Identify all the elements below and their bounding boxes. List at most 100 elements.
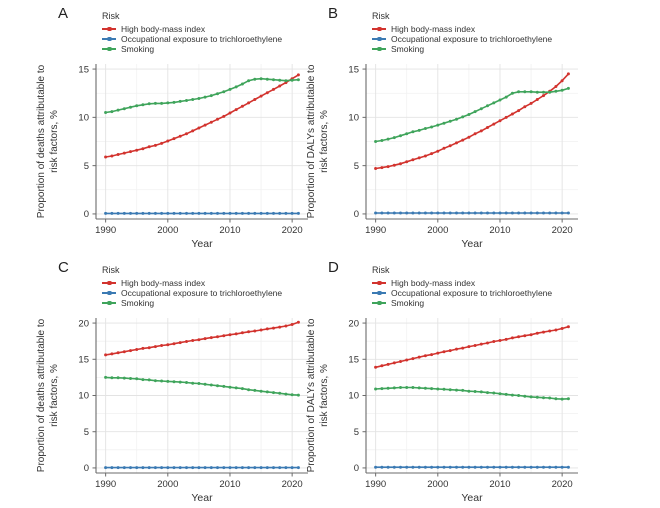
- data-point: [129, 105, 132, 109]
- data-point: [486, 465, 489, 469]
- data-point: [272, 211, 275, 215]
- data-point: [504, 465, 508, 469]
- data-point: [510, 465, 514, 469]
- series-line-red: [105, 74, 299, 158]
- data-point: [479, 465, 483, 469]
- y-tick-label: 15: [348, 64, 359, 75]
- data-point: [191, 466, 195, 470]
- legend-label: Occupational exposure to trichloroethyle…: [121, 288, 283, 298]
- data-point: [122, 466, 126, 470]
- y-tick-label: 5: [354, 427, 359, 438]
- data-point: [535, 98, 539, 101]
- data-point: [104, 466, 108, 470]
- data-point: [392, 361, 396, 365]
- data-point: [517, 465, 521, 469]
- x-tick-label: 2010: [489, 479, 510, 490]
- data-point: [203, 382, 207, 386]
- data-point: [166, 343, 170, 347]
- line-point-marker-green-icon: [372, 299, 386, 308]
- data-point: [110, 376, 114, 380]
- y-axis-title: Proportion of deaths attributable to: [36, 318, 47, 472]
- data-point: [405, 386, 409, 389]
- data-point: [278, 78, 282, 82]
- data-point: [448, 211, 452, 215]
- data-point: [116, 108, 120, 112]
- data-point: [566, 465, 570, 469]
- series-line-red: [375, 73, 569, 170]
- x-tick-label: 1990: [95, 479, 116, 490]
- data-point: [135, 466, 139, 470]
- data-point: [234, 108, 238, 112]
- data-point: [247, 79, 251, 83]
- data-point: [374, 211, 378, 215]
- data-point: [166, 211, 170, 215]
- data-point: [498, 465, 502, 469]
- data-point: [548, 465, 552, 469]
- data-point: [535, 211, 539, 215]
- y-tick-label: 0: [354, 209, 359, 220]
- line-point-marker-green-icon: [372, 45, 386, 54]
- x-tick-label: 2010: [219, 225, 240, 236]
- series-line-green: [105, 376, 299, 396]
- data-point: [554, 85, 558, 88]
- data-point: [278, 466, 282, 470]
- y-tick-label: 10: [348, 391, 359, 402]
- data-point: [122, 376, 126, 380]
- legend-label: High body-mass index: [391, 24, 476, 34]
- data-point: [560, 465, 564, 469]
- data-point: [504, 95, 508, 99]
- data-point: [566, 397, 570, 401]
- y-tick-label: 15: [78, 354, 89, 365]
- data-point: [498, 392, 502, 396]
- data-point: [492, 465, 496, 469]
- data-point: [122, 350, 126, 354]
- data-point: [272, 87, 275, 91]
- data-point: [455, 141, 458, 145]
- data-point: [116, 376, 120, 380]
- data-point: [498, 339, 502, 342]
- series-points-green: [374, 86, 570, 143]
- data-point: [455, 388, 458, 392]
- data-point: [380, 364, 384, 368]
- data-point: [554, 211, 558, 215]
- x-tick-label: 2020: [552, 225, 573, 236]
- data-point: [442, 121, 446, 125]
- x-tick-label: 2010: [489, 225, 510, 236]
- data-point: [548, 329, 552, 333]
- data-point: [234, 466, 238, 470]
- data-point: [411, 465, 415, 469]
- data-point: [284, 466, 288, 470]
- data-point: [141, 103, 145, 107]
- data-point: [566, 86, 570, 90]
- data-point: [259, 211, 263, 215]
- data-point: [259, 77, 263, 81]
- data-point: [423, 465, 427, 469]
- legend-entry-smoking: Smoking: [102, 44, 282, 54]
- line-point-marker-red-icon: [102, 25, 116, 34]
- data-point: [178, 466, 182, 470]
- y-tick-label: 20: [78, 318, 89, 329]
- data-point: [554, 89, 558, 93]
- data-point: [178, 134, 182, 138]
- data-point: [197, 211, 201, 215]
- data-point: [172, 342, 176, 346]
- data-point: [523, 211, 527, 215]
- data-point: [374, 387, 378, 391]
- x-tick-label: 2020: [282, 479, 303, 490]
- legend-entry-smoking: Smoking: [372, 44, 552, 54]
- data-point: [479, 211, 483, 215]
- data-point: [411, 211, 415, 215]
- legend-label: Occupational exposure to trichloroethyle…: [391, 288, 553, 298]
- data-point: [535, 90, 539, 94]
- legend-title: Risk: [372, 265, 390, 275]
- data-point: [417, 386, 421, 390]
- data-point: [442, 387, 446, 391]
- data-point: [405, 211, 409, 215]
- data-point: [392, 386, 396, 390]
- legend-entry-occupational-exposure: Occupational exposure to trichloroethyle…: [102, 34, 282, 44]
- data-point: [417, 465, 421, 469]
- data-point: [216, 335, 219, 339]
- data-point: [178, 99, 182, 103]
- data-point: [535, 331, 539, 335]
- data-point: [203, 123, 207, 127]
